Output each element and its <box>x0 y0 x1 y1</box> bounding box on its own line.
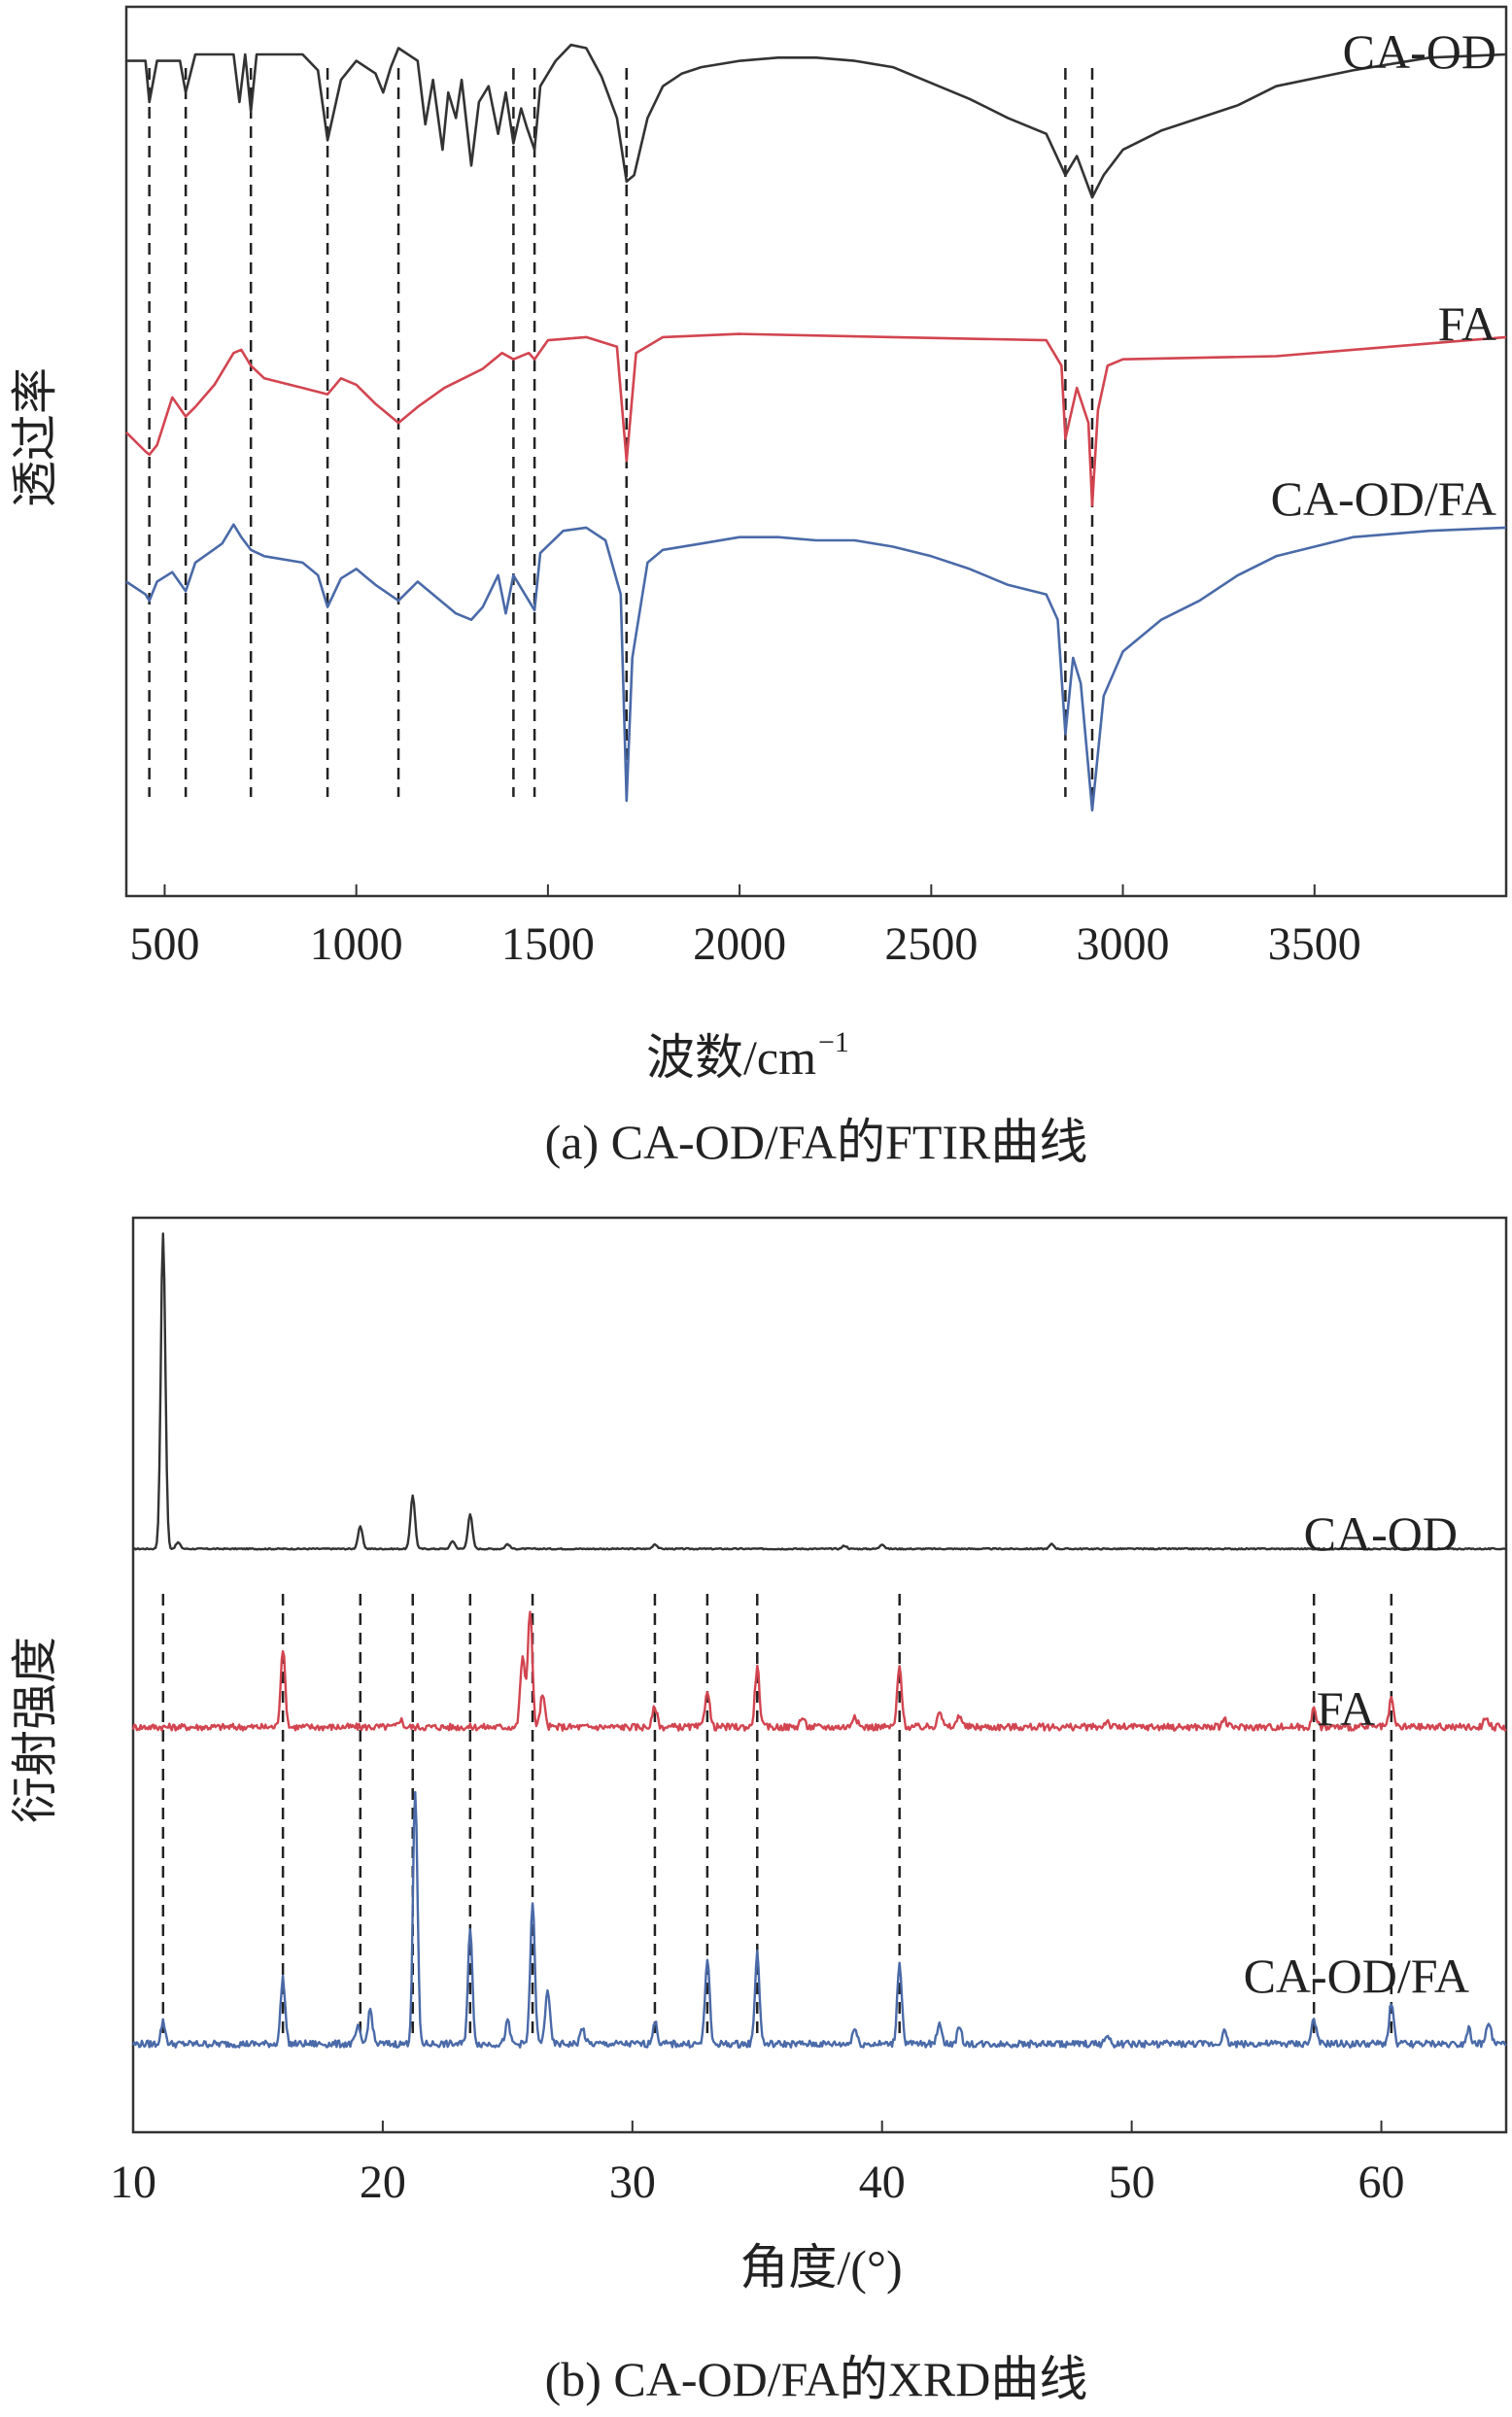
ftir-x-tick-label: 1500 <box>501 918 595 970</box>
xrd-x-tick-label: 50 <box>1109 2157 1155 2208</box>
ftir-series-line-fa <box>125 332 1507 507</box>
ftir-plot-frame <box>124 5 1508 898</box>
ftir-x-axis-label-superscript: −1 <box>818 1026 849 1058</box>
xrd-panel: 10 20 30 40 50 60 CA-OD FA CA-OD/FA 衍射强度 角度/(°)… <box>0 1215 1512 2417</box>
ftir-x-tick-label: 3500 <box>1268 918 1361 970</box>
ftir-series-label-ca-od-fa: CA-OD/FA <box>1271 471 1496 526</box>
ftir-panel: 500 1000 1500 2000 2500 3000 3500 CA-OD FA CA-OD… <box>0 0 1512 1195</box>
ftir-y-axis-label: 透过率 <box>10 367 61 507</box>
ftir-x-tick-label: 500 <box>129 918 199 970</box>
ftir-series-line-ca-od-fa <box>125 523 1507 812</box>
ftir-x-tick-label: 3000 <box>1077 918 1170 970</box>
xrd-x-tick-label: 10 <box>110 2157 156 2208</box>
ftir-series-label-fa: FA <box>1438 296 1496 351</box>
xrd-x-tick-label: 40 <box>859 2157 906 2208</box>
xrd-series-line-fa <box>131 1610 1507 1732</box>
ftir-x-axis-ticks: 500 1000 1500 2000 2500 3000 3500 <box>129 884 1361 970</box>
xrd-series-line-ca-od <box>133 1232 1507 1551</box>
xrd-reference-lines <box>161 1594 1393 2041</box>
ftir-x-tick-label: 2000 <box>693 918 786 970</box>
xrd-chart: 10 20 30 40 50 60 CA-OD FA CA-OD/FA 衍射强度 角度/(°)… <box>10 1216 1508 2406</box>
ftir-series-labels: CA-OD FA CA-OD/FA <box>1271 24 1496 526</box>
xrd-plot-frame <box>131 1216 1508 2134</box>
xrd-series-line-ca-od-fa <box>131 1790 1507 2049</box>
ftir-x-tick-label: 2500 <box>884 918 978 970</box>
xrd-series-label-ca-od: CA-OD <box>1304 1506 1458 1561</box>
ftir-chart: 500 1000 1500 2000 2500 3000 3500 CA-ODFACA-OD… <box>10 5 1508 1169</box>
xrd-series-label-fa: FA <box>1317 1681 1375 1736</box>
xrd-caption: (b) CA-OD/FA的XRD曲线 <box>545 2352 1088 2406</box>
ftir-x-axis-label: 波数/cm <box>646 1030 816 1085</box>
ftir-x-tick-label: 1000 <box>310 918 403 970</box>
xrd-series-label-ca-od-fa: CA-OD/FA <box>1244 1949 1469 2003</box>
ftir-series-label-ca-od: CA-OD <box>1343 24 1496 79</box>
xrd-series-labels: CA-OD FA CA-OD/FA <box>1244 1506 1469 2003</box>
xrd-y-axis-label: 衍射强度 <box>10 1637 61 1823</box>
ftir-series-group <box>125 43 1507 812</box>
xrd-x-tick-label: 20 <box>360 2157 406 2208</box>
xrd-x-tick-label: 30 <box>609 2157 656 2208</box>
xrd-x-tick-label: 60 <box>1358 2157 1405 2208</box>
ftir-caption: (a) CA-OD/FA的FTIR曲线 <box>545 1115 1088 1169</box>
ftir-series-line-ca-od <box>126 43 1507 199</box>
xrd-series-group <box>131 1232 1507 2049</box>
xrd-x-axis-ticks: 10 20 30 40 50 60 <box>110 2121 1405 2208</box>
xrd-x-axis-label: 角度/(°) <box>739 2240 902 2295</box>
ftir-reference-lines <box>148 68 1094 797</box>
